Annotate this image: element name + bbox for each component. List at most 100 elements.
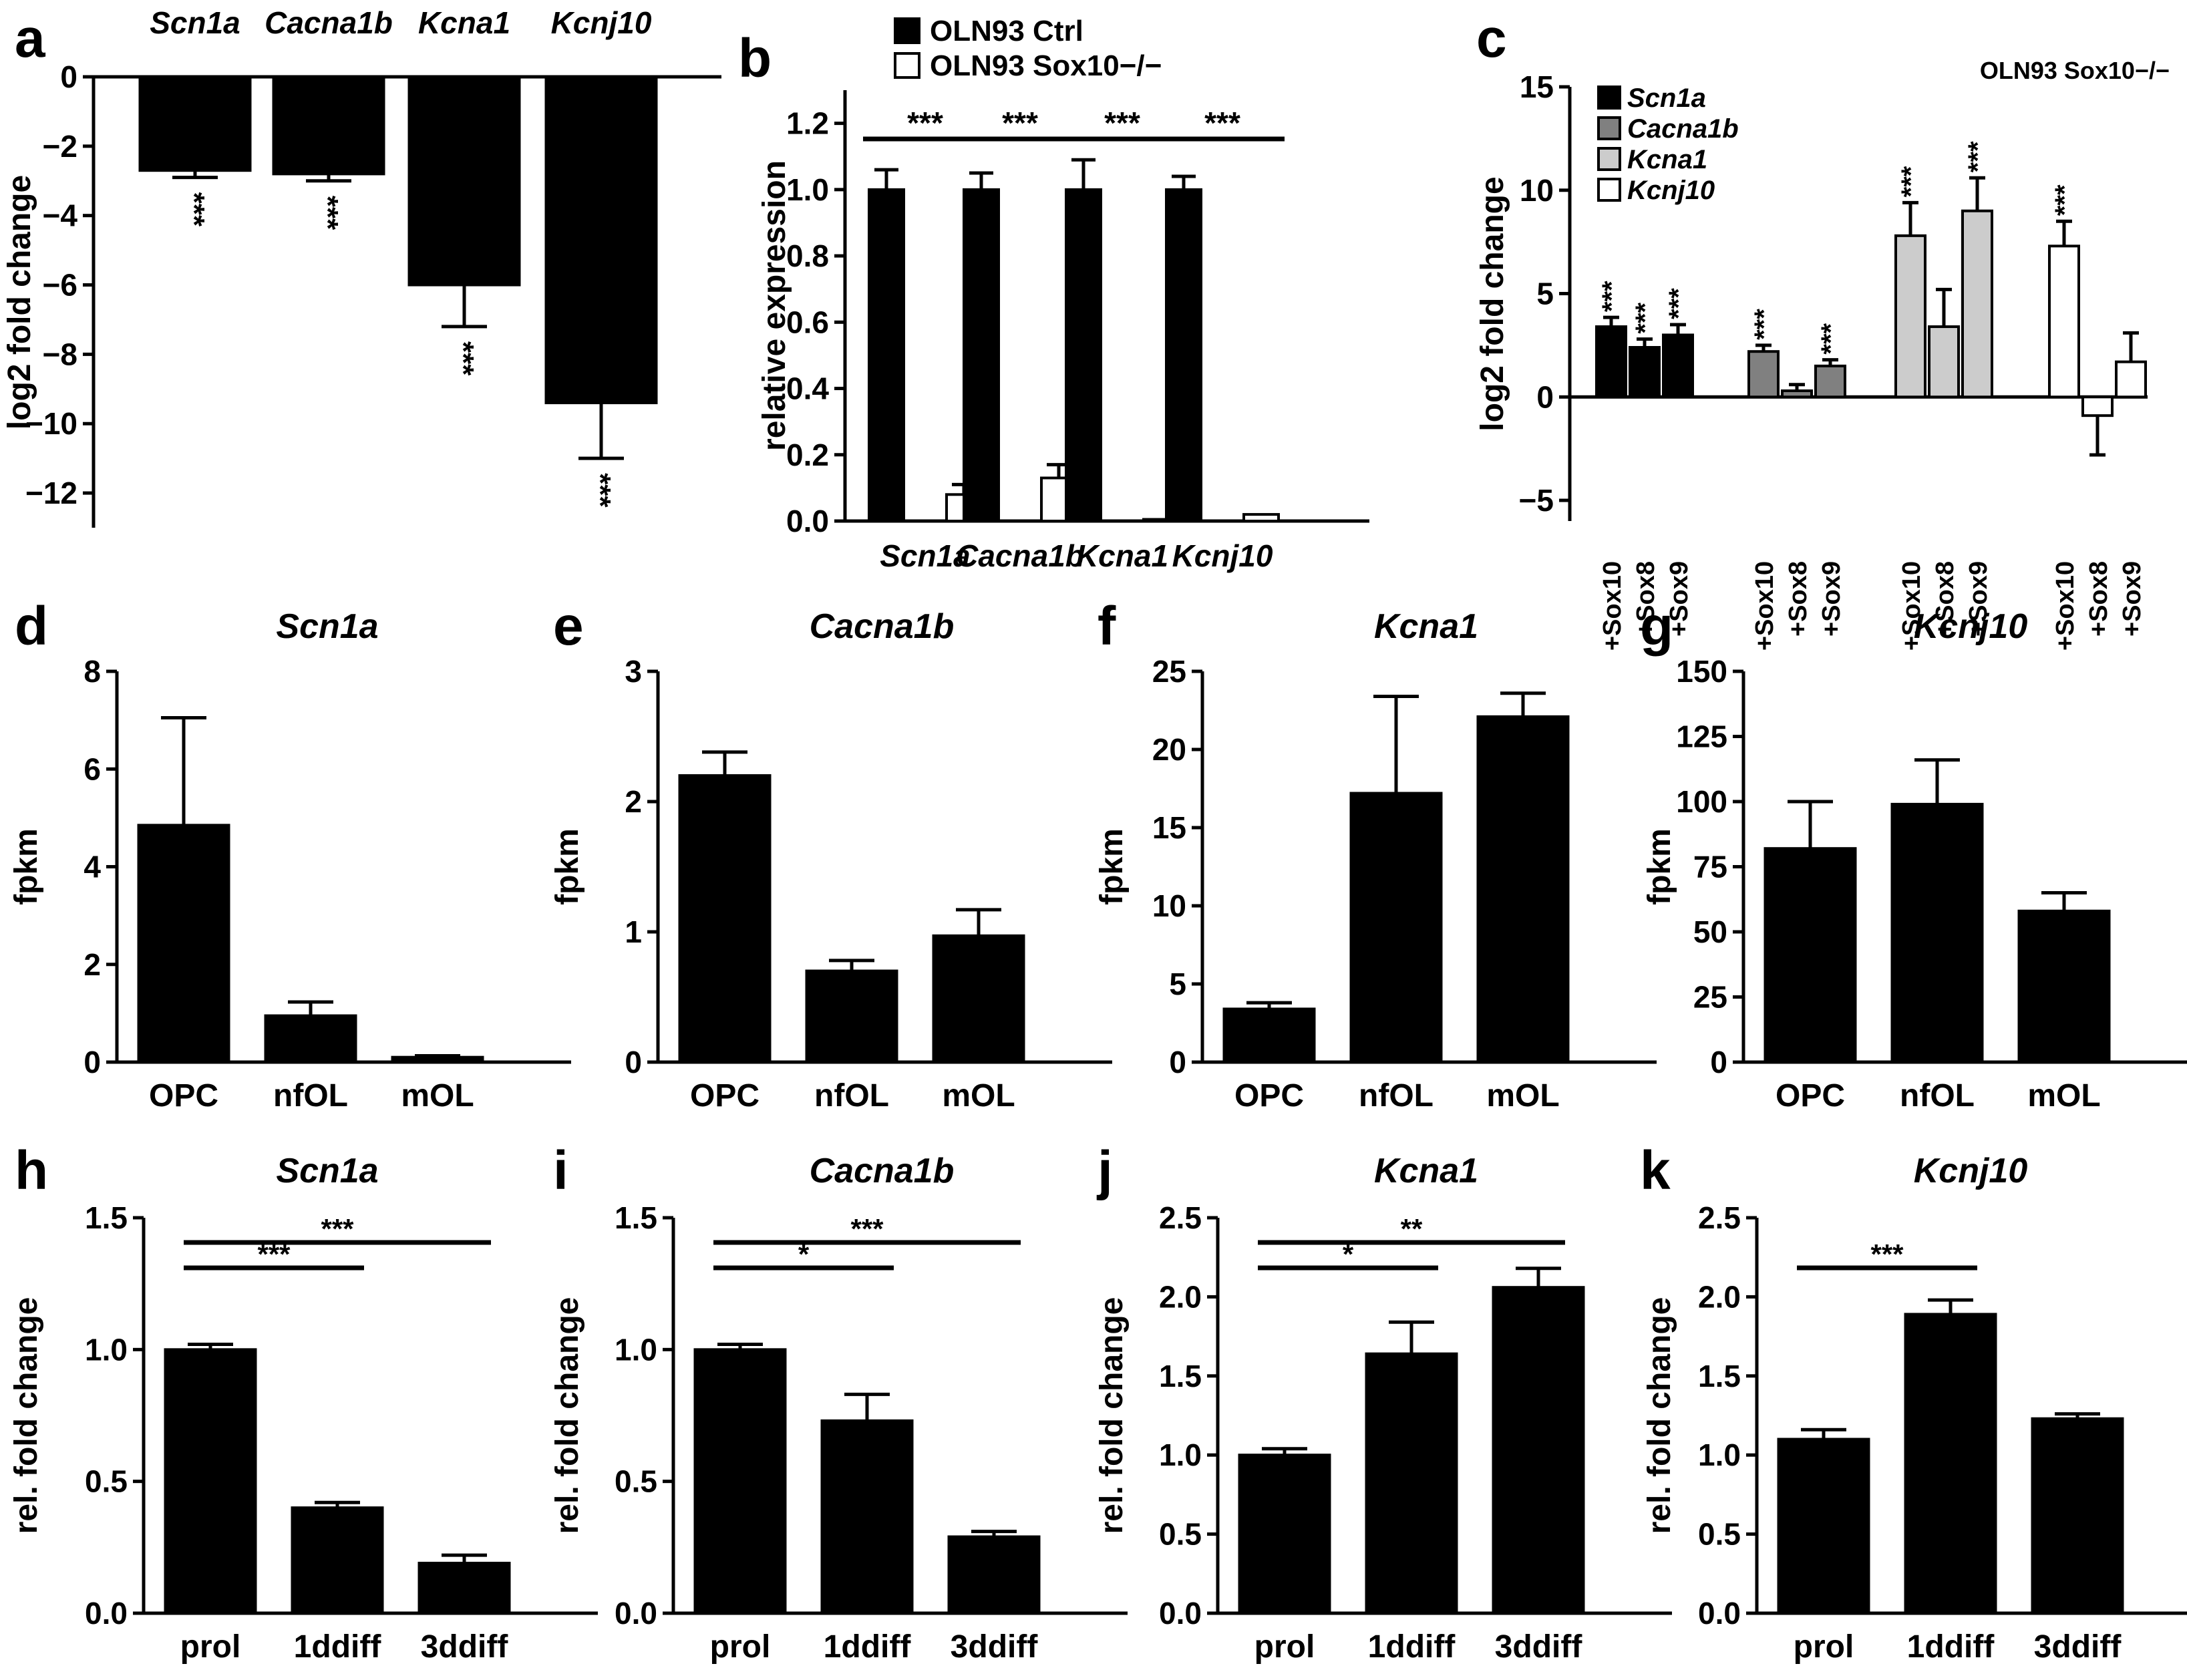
bar-c-Kcna1-1 bbox=[1928, 325, 1960, 399]
category-label-h: 1ddiff bbox=[294, 1629, 382, 1665]
legend-label-c: Kcnj10 bbox=[1627, 176, 1715, 205]
bars-k: prol 1ddiff 3ddiff *** bbox=[1777, 1238, 2124, 1665]
category-label-h: prol bbox=[180, 1629, 241, 1665]
category-label-j: 3ddiff bbox=[1495, 1629, 1583, 1665]
y-axis-label-j: rel. fold change bbox=[1094, 1297, 1130, 1534]
y-tick-label: 2.5 bbox=[1698, 1200, 1741, 1235]
panel-letter-f: f bbox=[1098, 596, 1116, 657]
y-tick-label: 2.0 bbox=[1159, 1279, 1202, 1314]
category-label-h: 3ddiff bbox=[421, 1629, 509, 1665]
y-tick-label: 0.5 bbox=[85, 1464, 128, 1499]
y-tick-label: −6 bbox=[43, 268, 77, 303]
x-tick-label-c: +Sox8 bbox=[2085, 561, 2113, 637]
panel-title-f: Kcna1 bbox=[1374, 607, 1478, 646]
y-tick-label: 0.5 bbox=[1159, 1517, 1202, 1552]
bars-f: OPC nfOL mOL bbox=[1222, 691, 1570, 1114]
bar-k-prol bbox=[1777, 1438, 1870, 1615]
panel-letter-a: a bbox=[15, 8, 46, 69]
category-label-d: OPC bbox=[149, 1078, 218, 1114]
bar-a-Kcnj10 bbox=[544, 75, 658, 405]
bar-c-Cacna1b-2 bbox=[1814, 364, 1846, 399]
category-label-b: Cacna1b bbox=[956, 538, 1084, 573]
y-axis-label-e: fpkm bbox=[550, 828, 585, 905]
bar-f-nfOL bbox=[1349, 792, 1443, 1064]
bar-b-Cacna1b-series-0 bbox=[963, 188, 1000, 522]
y-tick-label: 0.4 bbox=[786, 371, 829, 406]
y-tick-label: 1.5 bbox=[1159, 1359, 1202, 1393]
bar-k-1ddiff bbox=[1904, 1313, 1997, 1615]
y-tick-label: 4 bbox=[83, 850, 101, 884]
y-tick-label: 0.8 bbox=[786, 238, 829, 273]
significance-label-c: *** bbox=[1816, 323, 1846, 354]
y-tick-label: −8 bbox=[43, 337, 77, 371]
y-tick-label: 8 bbox=[83, 654, 101, 689]
legend-label-c: Cacna1b bbox=[1627, 114, 1739, 144]
category-label-b: Kcnj10 bbox=[1172, 538, 1273, 573]
legend-swatch-c bbox=[1597, 116, 1621, 140]
y-tick-label: 0.6 bbox=[786, 305, 829, 339]
category-label-a: Cacna1b bbox=[265, 5, 393, 40]
y-tick-label: 10 bbox=[1520, 173, 1554, 208]
y-axis-c: 15 10 5 0 −5 bbox=[1519, 69, 1572, 521]
category-label-a: Scn1a bbox=[150, 5, 240, 40]
bar-e-nfOL bbox=[805, 969, 898, 1063]
y-tick-label: 25 bbox=[1693, 980, 1727, 1015]
x-tick-label-c: +Sox9 bbox=[2118, 561, 2146, 637]
significance-label-b: *** bbox=[907, 106, 943, 140]
bar-d-nfOL bbox=[264, 1014, 357, 1063]
significance-label-k: *** bbox=[1870, 1238, 1904, 1270]
y-tick-label: 5 bbox=[1169, 967, 1186, 1001]
y-tick-label: 1 bbox=[625, 914, 642, 949]
panel-letter-k: k bbox=[1640, 1140, 1671, 1201]
bars-g: OPC nfOL mOL bbox=[1763, 758, 2111, 1114]
panel-letter-j: j bbox=[1096, 1140, 1113, 1201]
bar-c-Kcnj10-2 bbox=[2115, 360, 2147, 399]
y-axis-label-g: fpkm bbox=[1642, 828, 1677, 905]
significance-label-j: ** bbox=[1401, 1213, 1423, 1244]
category-label-k: 3ddiff bbox=[2034, 1629, 2122, 1665]
y-tick-label: 0.0 bbox=[85, 1596, 128, 1631]
bars-e: OPC nfOL mOL bbox=[678, 750, 1025, 1114]
significance-label-c: *** bbox=[1631, 302, 1660, 333]
y-tick-label: 1.0 bbox=[1698, 1438, 1741, 1472]
panel-title-k: Kcnj10 bbox=[1914, 1152, 2028, 1190]
y-tick-label: −4 bbox=[43, 198, 78, 233]
bar-i-1ddiff bbox=[820, 1419, 914, 1615]
y-axis-i: 0.0 0.5 1.0 1.5 bbox=[615, 1200, 675, 1631]
y-tick-label: 25 bbox=[1152, 654, 1186, 689]
y-tick-label: 1.5 bbox=[85, 1200, 128, 1235]
bar-e-mOL bbox=[932, 934, 1025, 1063]
bar-d-OPC bbox=[137, 824, 230, 1063]
y-axis-h: 0.0 0.5 1.0 1.5 bbox=[85, 1200, 146, 1631]
y-tick-label: 1.0 bbox=[786, 172, 829, 207]
significance-label-c: *** bbox=[1597, 281, 1627, 312]
category-label-b: Scn1a bbox=[880, 538, 971, 573]
y-tick-label: 15 bbox=[1152, 810, 1186, 845]
panel-title-g: Kcnj10 bbox=[1914, 607, 2028, 646]
bar-a-Kcna1 bbox=[407, 75, 521, 287]
y-tick-label: −10 bbox=[25, 406, 77, 441]
significance-label-c: *** bbox=[1963, 141, 1993, 172]
bar-g-OPC bbox=[1763, 847, 1857, 1063]
significance-label-c: *** bbox=[2050, 184, 2079, 216]
legend-label-b: OLN93 Sox10−/− bbox=[930, 49, 1162, 82]
y-tick-label: 6 bbox=[83, 751, 101, 786]
legend-swatch-b bbox=[894, 17, 920, 44]
legend-swatch-c bbox=[1597, 86, 1621, 110]
category-label-i: prol bbox=[710, 1629, 771, 1665]
y-tick-label: 0.0 bbox=[1698, 1596, 1741, 1631]
y-axis-label-d: fpkm bbox=[9, 828, 44, 905]
bar-h-prol bbox=[164, 1348, 257, 1615]
bars-d: OPC nfOL mOL bbox=[137, 715, 484, 1114]
significance-label-h: *** bbox=[321, 1213, 354, 1244]
category-label-e: nfOL bbox=[814, 1078, 889, 1114]
y-axis-label-c: log2 fold change bbox=[1475, 176, 1510, 431]
bar-b-Kcna1-series-0 bbox=[1065, 188, 1102, 522]
y-tick-label: 1.2 bbox=[786, 106, 829, 141]
y-tick-label: 0.2 bbox=[786, 438, 829, 472]
y-tick-label: 2.5 bbox=[1159, 1200, 1202, 1235]
category-label-a: Kcnj10 bbox=[551, 5, 652, 40]
y-axis-a: 0 −2 −4 −6 −8 −10 −12 bbox=[25, 59, 96, 528]
bar-g-mOL bbox=[2017, 909, 2111, 1064]
